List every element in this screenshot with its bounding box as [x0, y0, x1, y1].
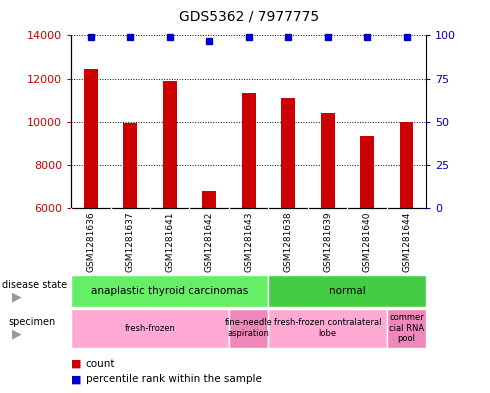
Text: ▶: ▶ — [12, 290, 22, 303]
Text: GSM1281637: GSM1281637 — [126, 211, 135, 272]
Bar — [400, 122, 414, 338]
Text: GSM1281644: GSM1281644 — [402, 211, 411, 272]
Text: fresh-frozen contralateral
lobe: fresh-frozen contralateral lobe — [274, 318, 381, 338]
Text: disease state: disease state — [2, 280, 68, 290]
Text: GSM1281643: GSM1281643 — [244, 211, 253, 272]
Text: GSM1281640: GSM1281640 — [363, 211, 371, 272]
Text: fine-needle
aspiration: fine-needle aspiration — [225, 318, 272, 338]
Bar — [84, 69, 98, 338]
Bar — [202, 191, 216, 338]
Text: ■: ■ — [71, 358, 81, 369]
Text: GDS5362 / 7977775: GDS5362 / 7977775 — [179, 10, 318, 24]
Bar — [242, 93, 256, 338]
Text: ▶: ▶ — [12, 327, 22, 341]
Text: normal: normal — [329, 286, 366, 296]
Bar — [387, 309, 426, 348]
Bar — [281, 98, 295, 338]
Text: count: count — [86, 358, 115, 369]
Text: fresh-frozen: fresh-frozen — [124, 324, 175, 332]
Text: ■: ■ — [71, 374, 81, 384]
Text: GSM1281638: GSM1281638 — [284, 211, 293, 272]
Text: GSM1281639: GSM1281639 — [323, 211, 332, 272]
Bar — [71, 275, 269, 307]
Bar — [269, 309, 387, 348]
Bar — [123, 123, 137, 338]
Text: GSM1281636: GSM1281636 — [86, 211, 95, 272]
Bar — [163, 81, 176, 338]
Text: percentile rank within the sample: percentile rank within the sample — [86, 374, 262, 384]
Bar — [71, 309, 229, 348]
Text: anaplastic thyroid carcinomas: anaplastic thyroid carcinomas — [91, 286, 248, 296]
Bar — [229, 309, 269, 348]
Text: specimen: specimen — [9, 317, 56, 327]
Text: GSM1281641: GSM1281641 — [165, 211, 174, 272]
Bar — [360, 136, 374, 338]
Text: commer
cial RNA
pool: commer cial RNA pool — [389, 313, 424, 343]
Bar — [269, 275, 426, 307]
Text: GSM1281642: GSM1281642 — [205, 211, 214, 272]
Bar — [321, 113, 335, 338]
